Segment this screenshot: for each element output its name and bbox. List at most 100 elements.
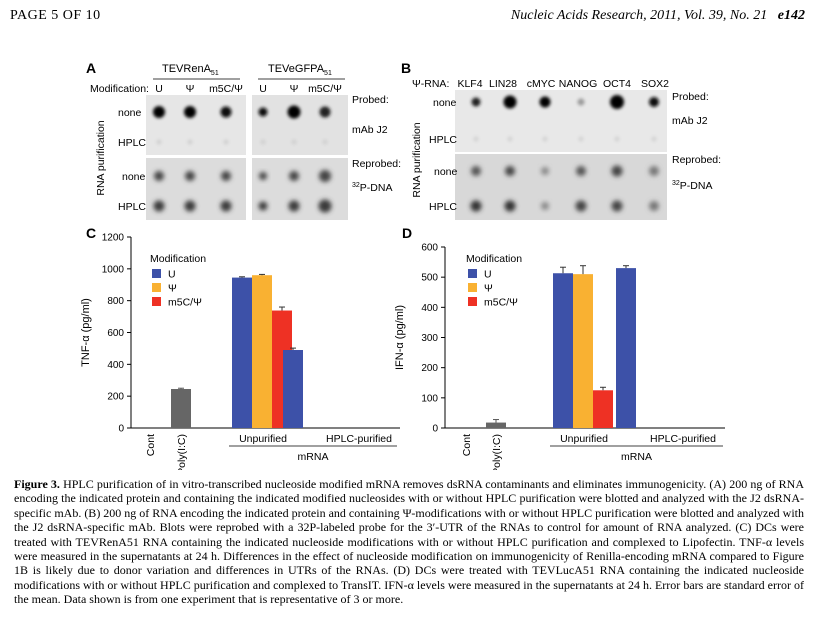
blot-b-dot-hplc-2 bbox=[542, 136, 548, 142]
figure-label: Figure 3. bbox=[14, 477, 60, 491]
gene-label-oct4: OCT4 bbox=[603, 78, 631, 90]
journal-citation: Nucleic Acids Research, 2011, Vol. 39, N… bbox=[511, 8, 805, 24]
mod-label-0-0: U bbox=[155, 83, 163, 95]
mod-label-0-2: m5C/Ψ bbox=[209, 83, 243, 95]
row-label-b-0: none bbox=[433, 97, 457, 109]
y-tick-label-400: 400 bbox=[421, 303, 438, 314]
blot-b-dot-re-none-2 bbox=[541, 167, 549, 175]
rna-purification-label-a: RNA purification bbox=[95, 120, 107, 195]
y-tick-label-200: 200 bbox=[421, 363, 438, 374]
group-label-1: HPLC-purified bbox=[650, 433, 716, 445]
mod-label-1-2: m5C/Ψ bbox=[308, 83, 342, 95]
bar-0-1 bbox=[573, 274, 593, 428]
blot-a-dot-re-none-2 bbox=[221, 171, 231, 181]
legend-swatch-1 bbox=[152, 283, 161, 292]
legend-swatch-2 bbox=[152, 297, 161, 306]
row-label-a-2: none bbox=[122, 171, 146, 183]
row-label-b-3: HPLC bbox=[429, 201, 457, 213]
control-label-1: Poly(I:C) bbox=[176, 434, 188, 470]
blot-a1-top bbox=[146, 95, 246, 155]
gene-label-sox2: SOX2 bbox=[641, 78, 669, 90]
blot-a-dot-none-4 bbox=[287, 105, 301, 119]
blot-b-dot-re-hplc-0 bbox=[470, 200, 482, 212]
y-tick-label-600: 600 bbox=[421, 243, 438, 254]
blot-a-dot-re-hplc-3 bbox=[258, 201, 268, 211]
bar-control-1 bbox=[171, 389, 191, 428]
legend-label-1: Ψ bbox=[168, 283, 177, 295]
blot-b-dot-none-0 bbox=[471, 97, 481, 107]
y-axis-title: IFN-α (pg/ml) bbox=[394, 305, 406, 370]
y-tick-label-0: 0 bbox=[118, 424, 124, 435]
blot-a-dot-re-hplc-5 bbox=[318, 199, 332, 213]
reprobed-label-b: Reprobed: bbox=[672, 154, 721, 166]
mod-label-0-1: Ψ bbox=[186, 83, 195, 95]
figure-caption: Figure 3. HPLC purification of in vitro-… bbox=[14, 477, 804, 607]
y-tick-label-300: 300 bbox=[421, 333, 438, 344]
probed-label-b: Probed: bbox=[672, 91, 709, 103]
bar-1-0 bbox=[616, 268, 636, 428]
modification-label: Modification: bbox=[90, 83, 149, 95]
blot-a-dot-hplc-4 bbox=[291, 139, 297, 145]
blot-b-dot-none-2 bbox=[539, 96, 551, 108]
blot-a2-bottom bbox=[252, 158, 348, 220]
probe1-label-a: mAb J2 bbox=[352, 124, 388, 136]
blot-a-dot-none-2 bbox=[220, 106, 232, 118]
blot-a-dot-re-none-5 bbox=[319, 170, 331, 182]
blot-b-dot-re-none-1 bbox=[505, 166, 515, 176]
y-tick-label-800: 800 bbox=[107, 296, 124, 307]
bar-0-1 bbox=[252, 275, 272, 428]
blot-b-bottom bbox=[455, 154, 667, 220]
y-tick-label-1200: 1200 bbox=[102, 233, 125, 244]
blot-b-top bbox=[455, 90, 667, 152]
y-tick-label-0: 0 bbox=[432, 424, 438, 435]
reprobed-label-a: Reprobed: bbox=[352, 158, 401, 170]
gene-label-cmyc: cMYC bbox=[527, 78, 556, 90]
legend-swatch-0 bbox=[152, 269, 161, 278]
blot-a-dot-hplc-3 bbox=[260, 139, 266, 145]
construct-1-subscript: 51 bbox=[211, 70, 219, 77]
blot-a-dot-none-1 bbox=[184, 106, 196, 118]
blot-b-dot-re-none-0 bbox=[471, 166, 481, 176]
blot-a-dot-re-hplc-0 bbox=[153, 200, 165, 212]
probe2-text-a: P-DNA bbox=[360, 182, 393, 194]
legend-swatch-1 bbox=[468, 283, 477, 292]
bar-0-0 bbox=[232, 277, 252, 428]
blot-b-dot-hplc-5 bbox=[651, 136, 657, 142]
gene-label-klf4: KLF4 bbox=[457, 78, 482, 90]
control-label-1: Poly(I:C) bbox=[491, 434, 503, 470]
construct-2-title: TEVeGFPA51 bbox=[268, 63, 332, 77]
blot-b-dot-none-1 bbox=[503, 95, 517, 109]
blot-a-dot-re-hplc-4 bbox=[288, 200, 300, 212]
panel-b-letter: B bbox=[401, 60, 411, 76]
blot-b-dot-none-4 bbox=[610, 95, 624, 109]
page-number: PAGE 5 OF 10 bbox=[10, 8, 101, 23]
y-tick-label-200: 200 bbox=[107, 392, 124, 403]
legend-label-1: Ψ bbox=[484, 283, 493, 295]
construct-2-subscript: 51 bbox=[324, 70, 332, 77]
legend-label-0: U bbox=[484, 269, 492, 281]
gene-label-lin28: LIN28 bbox=[489, 78, 517, 90]
panel-c-chart: C 0 200 400 600 800 1000 1200 TNF-α (pg/ml) Cont P… bbox=[80, 225, 400, 470]
blot-b-dot-re-hplc-5 bbox=[649, 201, 659, 211]
blot-a-dot-re-hplc-2 bbox=[220, 200, 232, 212]
blot-b-dot-re-none-4 bbox=[611, 165, 623, 177]
blot-a-dot-hplc-1 bbox=[187, 139, 193, 145]
article-id: e142 bbox=[777, 8, 805, 23]
panel-d-letter: D bbox=[402, 225, 412, 241]
y-tick-label-1000: 1000 bbox=[102, 264, 125, 275]
blot-b-dot-hplc-1 bbox=[507, 136, 513, 142]
row-label-a-3: HPLC bbox=[118, 201, 146, 213]
probe2-label-a: 32P-DNA bbox=[352, 182, 392, 194]
blot-a-dot-re-none-3 bbox=[259, 172, 267, 180]
row-label-b-2: none bbox=[434, 166, 458, 178]
blot-b-dot-none-5 bbox=[649, 97, 659, 107]
blot-a-dot-re-none-4 bbox=[289, 171, 299, 181]
legend-swatch-2 bbox=[468, 297, 477, 306]
blot-b-dot-re-none-5 bbox=[649, 166, 659, 176]
blot-a-dot-re-none-0 bbox=[154, 171, 164, 181]
construct-1-title: TEVRenA51 bbox=[162, 63, 219, 77]
mod-label-1-0: U bbox=[259, 83, 267, 95]
row-label-a-1: HPLC bbox=[118, 137, 146, 149]
